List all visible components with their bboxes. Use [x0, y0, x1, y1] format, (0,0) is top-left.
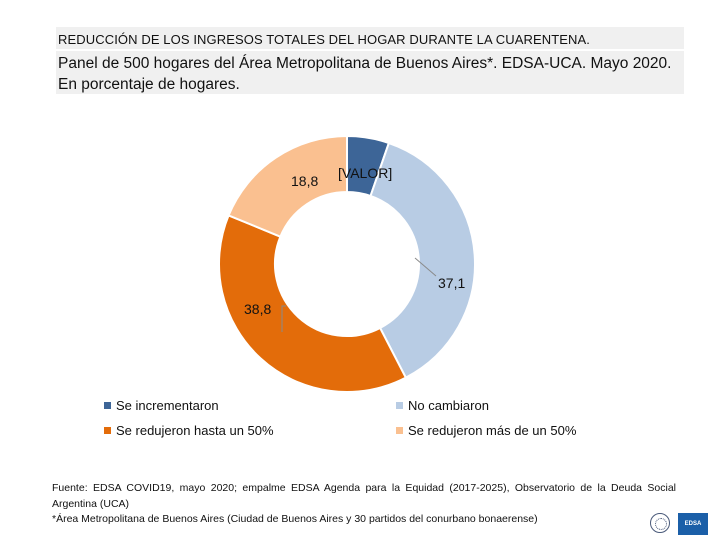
data-label-no-cambiaron: 37,1	[438, 275, 465, 291]
legend-label: Se redujeron hasta un 50%	[116, 423, 274, 438]
footer-source: Fuente: EDSA COVID19, mayo 2020; empalme…	[52, 482, 676, 510]
data-labels: [VALOR] 37,1 38,8 18,8	[244, 165, 465, 332]
title-divider	[56, 49, 684, 51]
slice-no-cambiaron	[369, 141, 476, 380]
donut-chart: [VALOR] 37,1 38,8 18,8	[218, 134, 476, 393]
legend-swatch	[104, 402, 111, 409]
data-label-redujeron-mas-50: 18,8	[291, 173, 318, 189]
leader-line-no-cambiaron	[414, 257, 437, 277]
footer-note: *Área Metropolitana de Buenos Aires (Ciu…	[52, 513, 538, 525]
title-band	[56, 27, 684, 94]
chart-subtitle: Panel de 500 hogares del Área Metropolit…	[58, 55, 672, 93]
footer-notes: Fuente: EDSA COVID19, mayo 2020; empalme…	[52, 481, 676, 528]
uca-seal-logo	[650, 513, 670, 533]
legend-item-incrementaron: Se incrementaron	[104, 398, 219, 413]
chart-title: REDUCCIÓN DE LOS INGRESOS TOTALES DEL HO…	[58, 32, 591, 47]
leader-line-redujeron-hasta-50	[281, 305, 286, 332]
donut-slices	[218, 134, 476, 393]
legend-swatch	[104, 427, 111, 434]
slice-redujeron-hasta-50	[218, 214, 408, 393]
slice-redujeron-mas-50	[227, 134, 348, 238]
edsa-logo-text: EDSA	[684, 521, 702, 527]
legend-item-redujeron-mas-50: Se redujeron más de un 50%	[396, 423, 576, 438]
legend-swatch	[396, 427, 403, 434]
data-label-redujeron-hasta-50: 38,8	[244, 301, 271, 317]
legend-item-redujeron-hasta-50: Se redujeron hasta un 50%	[104, 423, 274, 438]
legend-label: No cambiaron	[408, 398, 489, 413]
legend-label: Se incrementaron	[116, 398, 219, 413]
legend-label: Se redujeron más de un 50%	[408, 423, 577, 438]
legend-item-no-cambiaron: No cambiaron	[396, 398, 489, 413]
data-label-incrementaron: [VALOR]	[338, 165, 392, 181]
legend-swatch	[396, 402, 403, 409]
edsa-logo: EDSA	[678, 513, 708, 535]
